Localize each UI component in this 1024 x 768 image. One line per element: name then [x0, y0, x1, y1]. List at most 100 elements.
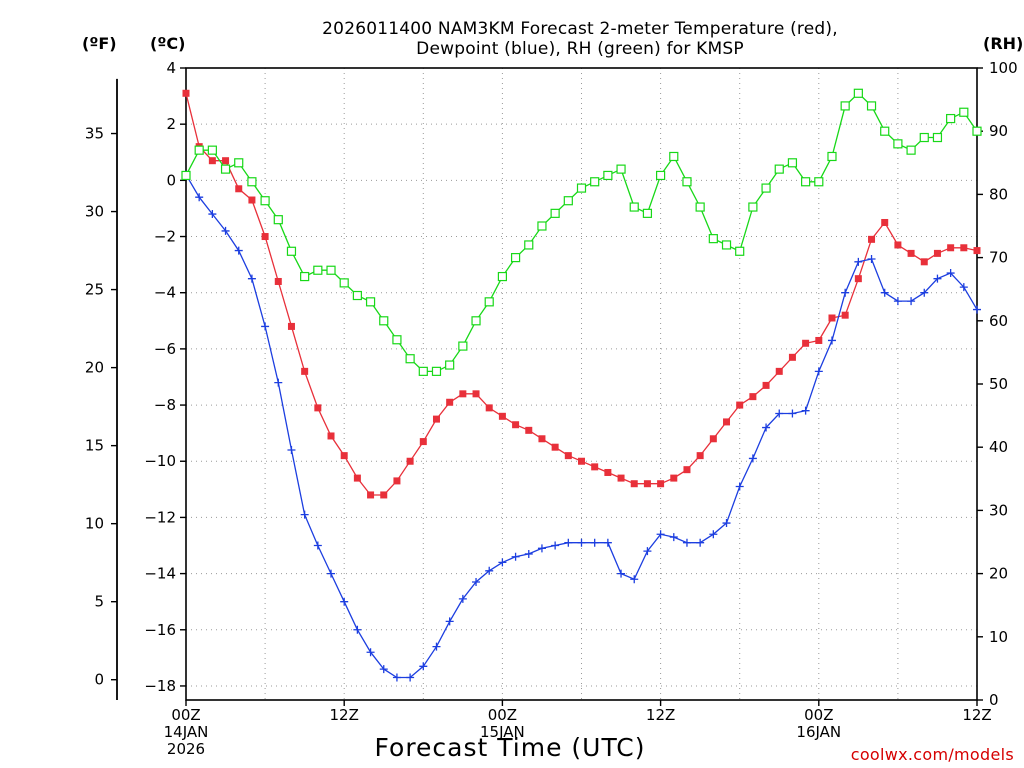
temperature-point	[182, 89, 190, 97]
dewpoint-point	[327, 569, 336, 578]
temperature-point	[538, 435, 546, 443]
temperature-point	[367, 491, 375, 499]
rh-point	[801, 177, 811, 187]
rh-point	[669, 151, 679, 162]
rh-point	[590, 177, 600, 187]
dewpoint-point	[247, 274, 256, 283]
rh-point	[959, 107, 969, 117]
x-tick-label: 00Z 16JAN	[789, 707, 849, 741]
series-line-plus	[185, 174, 978, 679]
dewpoint-point	[841, 288, 850, 297]
rh-tick-label: 70	[989, 249, 1008, 267]
rh-point	[616, 164, 626, 174]
x-tick-label: 00Z 15JAN	[472, 707, 532, 741]
rh-point	[655, 170, 666, 181]
fahrenheit-tick-label: 25	[85, 281, 104, 299]
celsius-tick-label: −8	[154, 396, 176, 414]
credit-link[interactable]: coolwx.com/models	[850, 745, 1014, 764]
x-tick-label-line3: 2026	[166, 740, 206, 758]
dewpoint-point	[630, 575, 639, 584]
temperature-point	[933, 249, 941, 257]
dewpoint-point	[300, 510, 309, 519]
temperature-point	[696, 452, 704, 460]
temperature-point	[498, 412, 506, 420]
dewpoint-point	[827, 336, 836, 345]
temperature-point	[564, 452, 572, 460]
temperature-point	[393, 477, 401, 485]
temperature-point	[432, 415, 440, 423]
dewpoint-point	[973, 305, 981, 314]
axes: 420−2−4−6−8−10−12−14−16−1835302520151050…	[85, 59, 1018, 709]
x-tick-label-line1: 00Z	[487, 706, 518, 724]
dewpoint-point	[537, 544, 546, 553]
rh-point	[181, 170, 191, 181]
temperature-point	[485, 404, 493, 412]
dewpoint-point	[379, 665, 388, 674]
rh-point	[365, 297, 376, 307]
rh-point	[946, 113, 956, 124]
dewpoint-point	[893, 297, 902, 306]
temperature-point	[815, 336, 823, 344]
temperature-point	[512, 421, 520, 429]
temperature-point	[947, 244, 955, 252]
dewpoint-point	[432, 642, 441, 651]
rh-point	[787, 158, 798, 168]
dewpoint-point	[867, 255, 876, 264]
dewpoint-point	[498, 558, 507, 567]
x-tick-label: 12Z	[631, 707, 691, 724]
rh-point	[418, 366, 428, 376]
rh-tick-label: 30	[989, 501, 1008, 519]
rh-point	[721, 240, 732, 250]
rh-point	[919, 132, 929, 143]
dewpoint-point	[340, 597, 349, 606]
rh-point	[761, 183, 771, 193]
temperature-point	[973, 247, 981, 255]
celsius-tick-label: 4	[166, 59, 176, 77]
rh-point	[352, 290, 362, 301]
rh-point	[220, 164, 231, 174]
temperature-point	[828, 314, 836, 322]
dewpoint-point	[221, 226, 230, 235]
temperature-point	[551, 443, 559, 451]
x-tick-label: 12Z	[314, 707, 374, 724]
grid-lines	[186, 68, 977, 700]
dewpoint-point	[880, 288, 889, 297]
dewpoint-point	[682, 538, 691, 547]
rh-point	[497, 271, 507, 282]
temperature-point	[578, 457, 585, 465]
fahrenheit-axis-label: (ºF)	[82, 34, 117, 53]
temperature-point	[235, 185, 243, 193]
rh-point	[576, 183, 587, 193]
fahrenheit-tick-label: 10	[85, 515, 104, 533]
celsius-tick-label: 0	[166, 171, 176, 189]
rh-point	[234, 158, 244, 168]
rh-point	[708, 234, 718, 244]
rh-point	[300, 271, 310, 282]
x-tick-label-line1: 12Z	[329, 706, 359, 724]
dewpoint-point	[458, 594, 467, 603]
temperature-point	[327, 432, 335, 440]
rh-point	[853, 88, 863, 98]
temperature-point	[419, 438, 427, 446]
dewpoint-point	[195, 193, 204, 202]
temperature-point	[723, 418, 731, 426]
temperature-point	[854, 275, 862, 283]
dewpoint-point	[854, 257, 863, 266]
rh-point	[880, 126, 890, 136]
dewpoint-point	[313, 541, 322, 550]
x-tick-label: 12Z	[947, 707, 1007, 724]
rh-point	[326, 265, 336, 275]
dewpoint-point	[524, 549, 533, 558]
celsius-tick-label: −6	[154, 340, 176, 358]
temperature-point	[683, 466, 691, 474]
rh-point	[194, 145, 204, 155]
dewpoint-point	[801, 406, 810, 415]
celsius-tick-label: −2	[154, 228, 176, 246]
rh-tick-label: 40	[989, 438, 1008, 456]
rh-point	[431, 366, 442, 376]
rh-point	[537, 221, 547, 231]
series-line-open-square	[185, 92, 978, 373]
temperature-point	[907, 249, 915, 257]
rh-point	[405, 354, 415, 364]
rh-tick-label: 80	[989, 185, 1008, 203]
